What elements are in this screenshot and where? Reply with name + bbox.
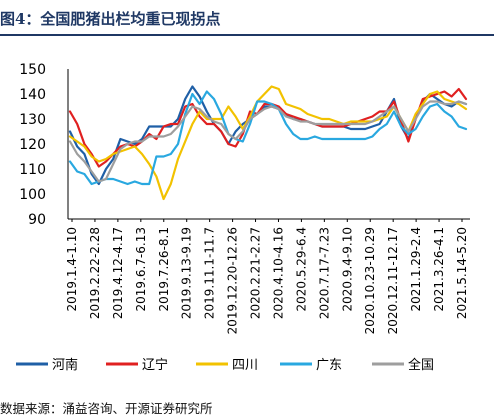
x-tick-label: 2020.9.4-9.10 <box>340 227 354 312</box>
legend-label: 广东 <box>316 358 342 373</box>
x-tick-label: 2020.5.29-6.4 <box>294 227 308 312</box>
x-tick-label: 2020.7.17-7.23 <box>317 227 331 319</box>
x-tick-label: 2019.2.22-2.28 <box>88 227 102 319</box>
x-tick-label: 2020.12.11-12.17 <box>386 227 400 334</box>
y-tick-label: 100 <box>19 187 46 203</box>
x-tick-label: 2019.11.1-11.7 <box>203 227 217 319</box>
x-tick-label: 2021.3.26-4.1 <box>432 227 446 312</box>
x-tick-label: 2020.4.10-4.16 <box>271 227 285 319</box>
x-axis-tick-labels: 2019.1.4-1.10 2019.2.22-2.28 2019.4.12-4.1… <box>65 219 469 334</box>
y-axis-tick-labels: 90 100 110 120 130 140 150 <box>19 62 46 228</box>
x-tick-label: 2019.7.26-8.1 <box>157 227 171 312</box>
x-tick-label: 2019.4.12-4.17 <box>111 227 125 319</box>
x-tick-label: 2019.9.13-9.19 <box>180 227 194 319</box>
legend-label: 全国 <box>408 357 434 373</box>
y-tick-label: 150 <box>19 62 46 78</box>
source-note: 数据来源：涌益咨询、开源证券研究所 <box>0 398 213 417</box>
x-tick-label: 2021.1.29-2.4 <box>409 227 423 312</box>
x-tick-label: 2019.12.20-12.26 <box>226 227 240 334</box>
x-tick-label: 2021.5.14-5.20 <box>455 227 469 319</box>
legend-label: 四川 <box>232 358 258 373</box>
y-tick-label: 140 <box>19 87 46 103</box>
y-tick-label: 120 <box>19 137 46 153</box>
x-tick-label: 2019.6.7-6.13 <box>134 227 148 312</box>
series-lines <box>70 87 466 200</box>
x-tick-label: 2019.1.4-1.10 <box>65 227 79 312</box>
y-tick-label: 110 <box>19 162 46 178</box>
legend-label: 辽宁 <box>142 357 168 373</box>
legend: 河南 辽宁 四川 广东 全国 <box>16 357 434 373</box>
x-tick-label: 2020.2.21-2.27 <box>249 227 263 319</box>
legend-label: 河南 <box>52 357 78 373</box>
y-tick-label: 90 <box>28 212 46 228</box>
y-tick-label: 130 <box>19 112 46 128</box>
x-tick-label: 2020.10.23-10.29 <box>363 227 377 334</box>
